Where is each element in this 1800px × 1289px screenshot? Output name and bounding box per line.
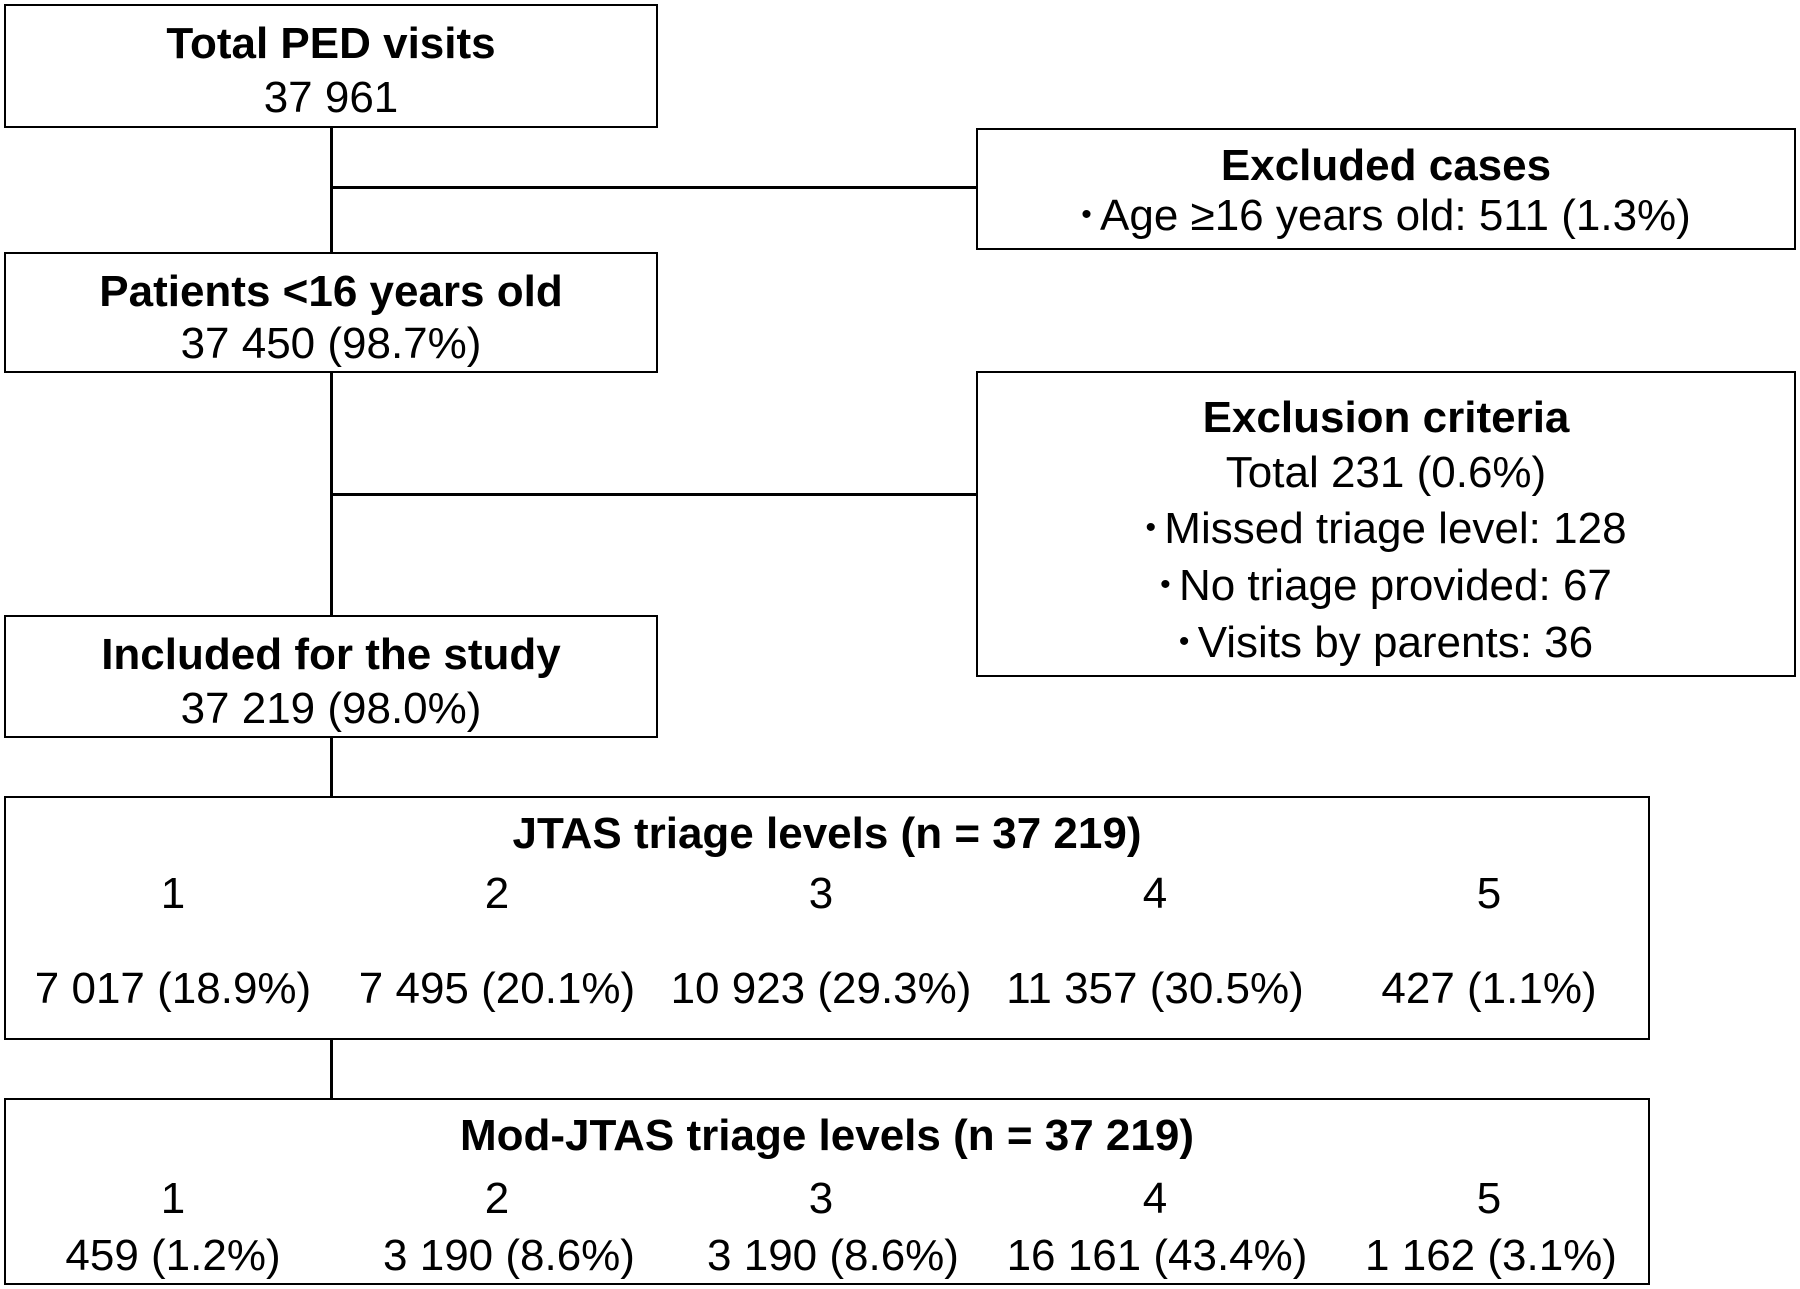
modjtas-level-5: 5	[1476, 1174, 1502, 1223]
jtas-value-1: 7 017 (18.9%)	[34, 964, 312, 1013]
patients-box: Patients <16 years old 37 450 (98.7%)	[4, 252, 658, 373]
connector-main-4	[330, 1039, 333, 1099]
jtas-level-2: 2	[484, 869, 510, 918]
excluded-cases-box: Excluded cases Age ≥16 years old: 511 (1…	[976, 128, 1796, 250]
modjtas-box: Mod-JTAS triage levels (n = 37 219) 1 2 …	[4, 1098, 1650, 1285]
modjtas-level-3: 3	[808, 1174, 834, 1223]
jtas-level-4: 4	[1142, 869, 1168, 918]
included-box: Included for the study 37 219 (98.0%)	[4, 615, 658, 738]
total-visits-box: Total PED visits 37 961	[4, 4, 658, 128]
excluded-cases-item: Age ≥16 years old: 511 (1.3%)	[978, 194, 1794, 238]
jtas-value-2: 7 495 (20.1%)	[358, 964, 636, 1013]
exclusion-item-missed: Missed triage level: 128	[978, 507, 1794, 551]
modjtas-level-2: 2	[484, 1174, 510, 1223]
connector-main-1	[330, 127, 333, 253]
jtas-title: JTAS triage levels (n = 37 219)	[512, 809, 1142, 858]
modjtas-level-1: 1	[160, 1174, 186, 1223]
exclusion-item-parents: Visits by parents: 36	[978, 621, 1794, 665]
jtas-level-1: 1	[160, 869, 186, 918]
jtas-level-5: 5	[1476, 869, 1502, 918]
modjtas-value-2: 3 190 (8.6%)	[383, 1231, 635, 1280]
modjtas-value-3: 3 190 (8.6%)	[707, 1231, 959, 1280]
modjtas-value-4: 16 161 (43.4%)	[1006, 1231, 1308, 1280]
exclusion-criteria-box: Exclusion criteria Total 231 (0.6%) Miss…	[976, 371, 1796, 677]
exclusion-criteria-total: Total 231 (0.6%)	[1225, 448, 1547, 497]
modjtas-title: Mod-JTAS triage levels (n = 37 219)	[460, 1111, 1194, 1160]
jtas-value-5: 427 (1.1%)	[1381, 964, 1597, 1013]
included-title: Included for the study	[101, 630, 561, 679]
connector-branch-excluded	[330, 186, 977, 189]
total-visits-title: Total PED visits	[166, 19, 496, 68]
connector-main-3	[330, 737, 333, 797]
patients-title: Patients <16 years old	[99, 267, 563, 316]
included-value: 37 219 (98.0%)	[180, 684, 482, 733]
total-visits-value: 37 961	[263, 73, 399, 122]
jtas-box: JTAS triage levels (n = 37 219) 1 2 3 4 …	[4, 796, 1650, 1040]
exclusion-item-no-triage: No triage provided: 67	[978, 564, 1794, 608]
modjtas-value-1: 459 (1.2%)	[65, 1231, 281, 1280]
connector-branch-exclusion	[330, 493, 977, 496]
jtas-value-3: 10 923 (29.3%)	[670, 964, 972, 1013]
patients-value: 37 450 (98.7%)	[180, 319, 482, 368]
modjtas-level-4: 4	[1142, 1174, 1168, 1223]
jtas-value-4: 11 357 (30.5%)	[1006, 964, 1304, 1013]
excluded-cases-title: Excluded cases	[1220, 141, 1552, 190]
exclusion-criteria-title: Exclusion criteria	[1202, 393, 1570, 442]
modjtas-value-5: 1 162 (3.1%)	[1365, 1231, 1617, 1280]
jtas-level-3: 3	[808, 869, 834, 918]
